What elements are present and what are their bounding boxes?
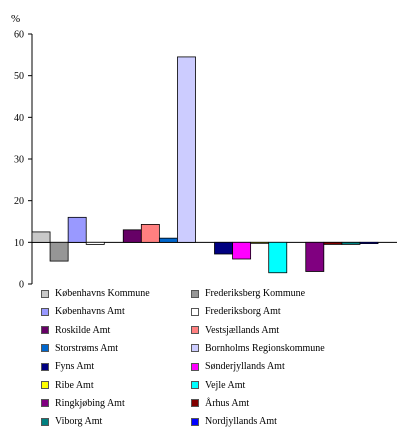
- bar-3: [67, 216, 87, 243]
- bar-8: [177, 56, 196, 243]
- bar-6: [140, 224, 160, 243]
- bar-9: [214, 241, 233, 255]
- bar-10: [232, 241, 252, 260]
- y-tick-label: 40: [14, 113, 24, 124]
- bar-4: [85, 241, 105, 245]
- y-axis-label: %: [11, 13, 20, 25]
- bar-13: [305, 241, 325, 272]
- bar-1: [31, 231, 51, 243]
- y-tick-label: 30: [14, 155, 24, 166]
- y-tick-label: 50: [14, 71, 24, 82]
- bar-11: [250, 241, 270, 244]
- y-tick-label: 60: [14, 30, 24, 41]
- bar-16: [359, 241, 379, 244]
- bar-15: [341, 241, 361, 245]
- y-tick-label: 0: [19, 280, 24, 291]
- bar-5: [122, 229, 142, 243]
- bar-12: [268, 241, 288, 274]
- bar-14: [323, 241, 343, 245]
- bar-7: [158, 237, 178, 243]
- bar-2: [49, 241, 69, 262]
- y-tick-label: 20: [14, 196, 24, 207]
- y-tick-label: 10: [14, 238, 24, 249]
